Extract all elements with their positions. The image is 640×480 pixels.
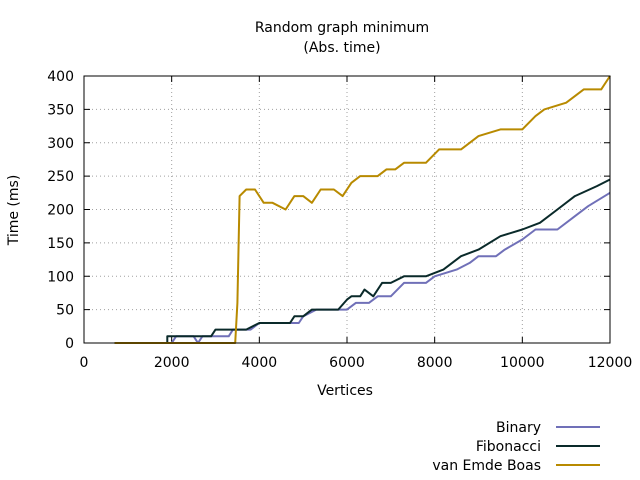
plot-frame: [83, 75, 611, 344]
grid-lines: [84, 76, 610, 343]
legend: Binary Fibonacci van Emde Boas: [432, 420, 600, 474]
x-tick-label: 0: [80, 355, 89, 371]
chart-title: Random graph minimum: [255, 20, 429, 36]
y-tick-label: 250: [47, 169, 74, 185]
series-lines: [114, 75, 611, 344]
x-tick-label: 8000: [417, 355, 453, 371]
y-axis-label: Time (ms): [6, 175, 22, 247]
axis-ticks: 0 2000 4000 6000 8000 10000 12000 0 50 100 150 200 2…: [47, 69, 632, 371]
x-axis-label: Vertices: [317, 383, 373, 399]
series-line-fibonacci: [114, 178, 611, 344]
y-tick-label: 350: [47, 102, 74, 118]
series-line-binary: [114, 191, 611, 344]
x-tick-label: 10000: [500, 355, 545, 371]
legend-label-binary: Binary: [496, 420, 541, 436]
y-tick-label: 400: [47, 69, 74, 85]
x-tick-label: 4000: [242, 355, 278, 371]
x-tick-label: 6000: [329, 355, 365, 371]
y-tick-label: 300: [47, 136, 74, 152]
legend-label-van-emde-boas: van Emde Boas: [432, 458, 541, 474]
y-tick-label: 150: [47, 236, 74, 252]
x-tick-label: 2000: [154, 355, 190, 371]
y-tick-label: 200: [47, 203, 74, 219]
series-line-van-emde-boas: [114, 75, 611, 344]
y-tick-label: 0: [65, 336, 74, 352]
y-tick-label: 100: [47, 269, 74, 285]
y-tick-label: 50: [56, 303, 74, 319]
legend-label-fibonacci: Fibonacci: [476, 439, 541, 455]
x-tick-label: 12000: [588, 355, 633, 371]
chart-subtitle: (Abs. time): [303, 40, 380, 56]
